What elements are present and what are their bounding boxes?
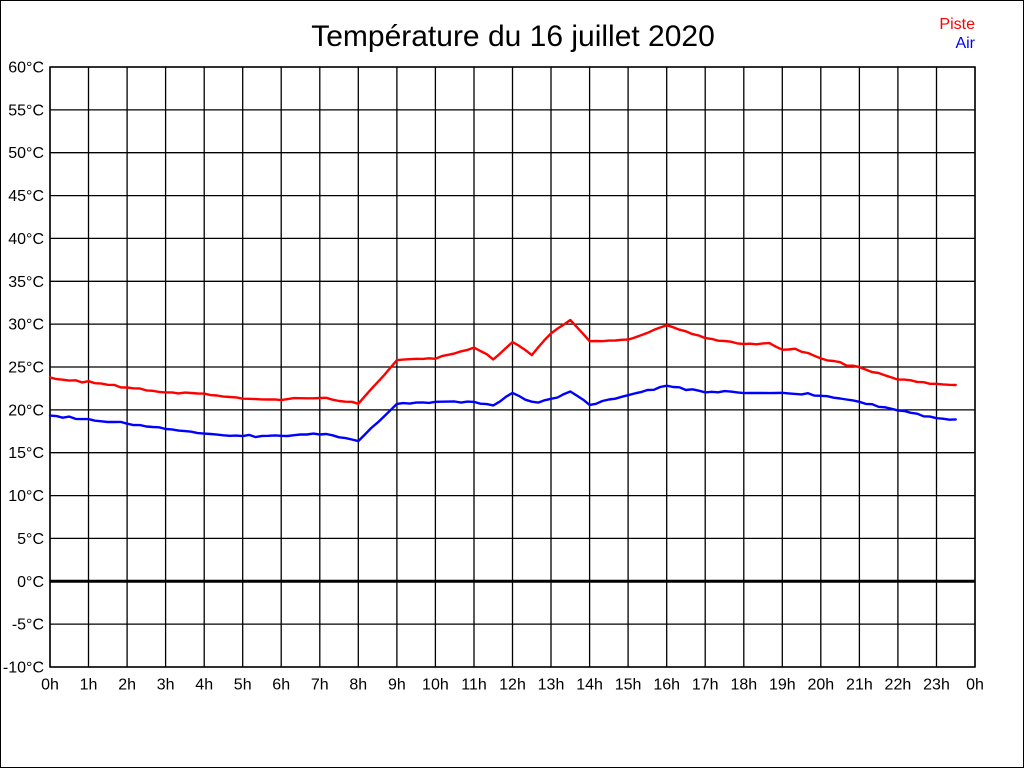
svg-text:23h: 23h [923, 677, 950, 694]
svg-text:35°C: 35°C [8, 274, 44, 291]
svg-text:19h: 19h [769, 677, 796, 694]
svg-text:25°C: 25°C [8, 360, 44, 377]
svg-text:50°C: 50°C [8, 145, 44, 162]
svg-text:18h: 18h [730, 677, 757, 694]
svg-text:-10°C: -10°C [3, 660, 44, 677]
svg-text:60°C: 60°C [8, 60, 44, 77]
svg-text:6h: 6h [272, 677, 290, 694]
svg-text:30°C: 30°C [8, 317, 44, 334]
svg-text:5h: 5h [234, 677, 252, 694]
svg-text:21h: 21h [846, 677, 873, 694]
svg-text:11h: 11h [461, 677, 487, 694]
svg-text:15h: 15h [615, 677, 642, 694]
svg-text:13h: 13h [538, 677, 565, 694]
svg-text:12h: 12h [499, 677, 526, 694]
svg-text:20h: 20h [807, 677, 834, 694]
svg-text:45°C: 45°C [8, 188, 44, 205]
svg-text:10°C: 10°C [8, 488, 44, 505]
svg-text:7h: 7h [311, 677, 329, 694]
svg-text:2h: 2h [118, 677, 136, 694]
svg-text:1h: 1h [80, 677, 98, 694]
svg-text:15°C: 15°C [8, 445, 44, 462]
svg-text:-5°C: -5°C [12, 617, 44, 634]
svg-text:10h: 10h [422, 677, 449, 694]
svg-text:3h: 3h [157, 677, 175, 694]
svg-text:20°C: 20°C [8, 402, 44, 419]
svg-text:4h: 4h [195, 677, 213, 694]
svg-text:14h: 14h [576, 677, 603, 694]
svg-text:0°C: 0°C [17, 574, 44, 591]
svg-text:17h: 17h [692, 677, 719, 694]
svg-text:40°C: 40°C [8, 231, 44, 248]
svg-text:0h: 0h [41, 677, 59, 694]
svg-text:8h: 8h [349, 677, 367, 694]
svg-text:22h: 22h [885, 677, 912, 694]
svg-text:55°C: 55°C [8, 102, 44, 119]
svg-text:5°C: 5°C [17, 531, 44, 548]
svg-text:0h: 0h [966, 677, 984, 694]
svg-text:16h: 16h [653, 677, 680, 694]
svg-text:9h: 9h [388, 677, 406, 694]
